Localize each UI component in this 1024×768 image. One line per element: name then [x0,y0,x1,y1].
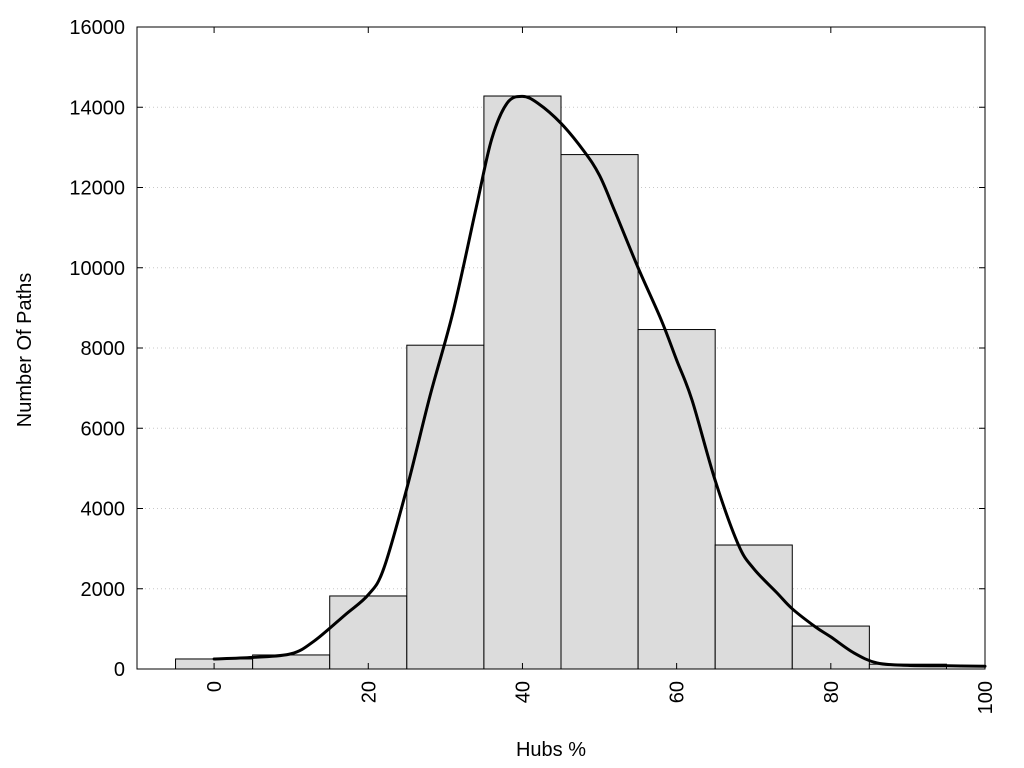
y-tick-label: 10000 [69,258,125,280]
histogram-bar [791,625,870,670]
histogram-bar [406,344,485,670]
y-tick-label: 8000 [81,338,126,360]
y-tick-label: 6000 [81,418,126,440]
y-tick-label: 0 [114,659,125,681]
x-axis-ticks: 0 20 40 60 80 100 [204,27,997,714]
y-tick-label: 2000 [81,579,126,601]
x-tick-label: 40 [512,681,534,703]
y-tick-label: 16000 [69,17,125,39]
bars [175,95,947,670]
x-tick-label: 80 [821,681,843,703]
histogram-bar [637,329,716,670]
x-axis-label: Hubs % [516,739,586,761]
y-tick-label: 12000 [69,178,125,200]
y-tick-label: 14000 [69,97,125,119]
histogram-bar [329,595,408,670]
y-axis-label: Number Of Paths [14,273,36,428]
histogram-bar [714,544,793,670]
x-tick-label: 60 [667,681,689,703]
x-tick-label: 100 [975,681,997,714]
x-tick-label: 0 [204,681,226,692]
y-axis-ticks: 0 2000 4000 6000 8000 10000 12000 14000 16000 [69,17,985,681]
y-tick-label: 4000 [81,499,126,521]
histogram-bar [483,95,562,670]
density-curve [212,94,987,668]
histogram-bar [560,154,639,670]
x-tick-label: 20 [358,681,380,703]
